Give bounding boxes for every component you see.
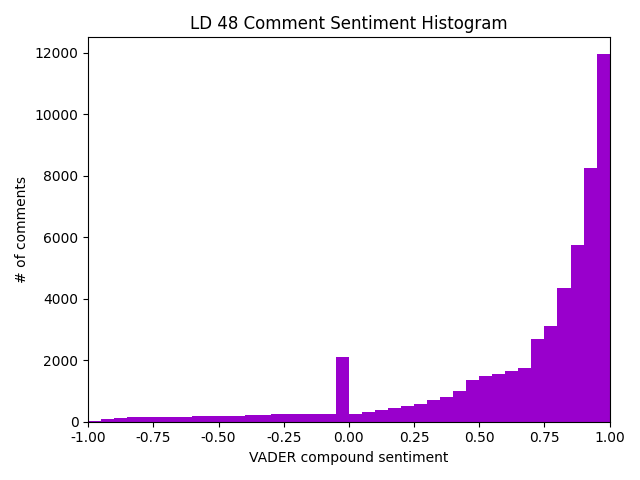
Bar [479,375,492,422]
Bar [284,414,297,422]
Bar [166,417,179,422]
Bar [218,416,232,422]
Bar [127,418,140,422]
Bar [518,368,531,422]
Bar [506,371,518,422]
Bar [466,380,479,422]
Y-axis label: # of comments: # of comments [15,176,29,283]
Bar [179,417,193,422]
Bar [388,408,401,422]
Bar [310,414,323,422]
Bar [570,245,584,422]
Bar [362,412,375,422]
Title: LD 48 Comment Sentiment Histogram: LD 48 Comment Sentiment Histogram [190,15,508,33]
Bar [545,326,557,422]
Bar [244,415,258,422]
Bar [88,421,101,422]
Bar [401,407,414,422]
Bar [140,417,154,422]
X-axis label: VADER compound sentiment: VADER compound sentiment [249,451,449,465]
Bar [557,288,570,422]
Bar [205,416,218,422]
Bar [440,396,453,422]
Bar [375,410,388,422]
Bar [531,339,545,422]
Bar [114,418,127,422]
Bar [453,391,466,422]
Bar [271,414,284,422]
Bar [414,404,427,422]
Bar [323,414,336,422]
Bar [193,416,205,422]
Bar [349,414,362,422]
Bar [258,415,271,422]
Bar [584,168,596,422]
Bar [427,400,440,422]
Bar [232,416,244,422]
Bar [101,419,114,422]
Bar [492,374,506,422]
Bar [154,417,166,422]
Bar [297,414,310,422]
Bar [596,54,610,422]
Bar [336,357,349,422]
